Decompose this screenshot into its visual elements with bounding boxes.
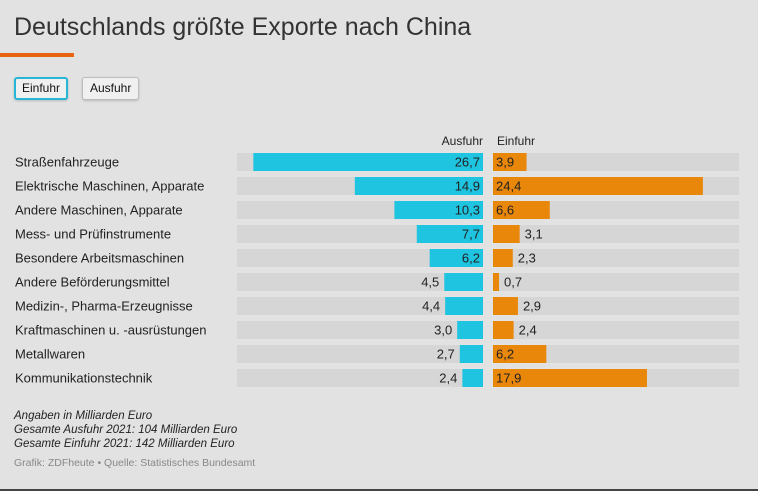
einfuhr-track <box>493 249 739 267</box>
einfuhr-value-label: 6,6 <box>496 203 514 218</box>
einfuhr-value-label: 3,9 <box>496 155 514 170</box>
category-label: Kommunikationstechnik <box>15 371 153 386</box>
category-label: Kraftmaschinen u. -ausrüstungen <box>15 323 207 338</box>
einfuhr-track <box>493 273 739 291</box>
chart-notes: Angaben in Milliarden Euro Gesamte Ausfu… <box>14 409 237 451</box>
einfuhr-value-label: 24,4 <box>496 179 521 194</box>
ausfuhr-value-label: 26,7 <box>455 155 480 170</box>
einfuhr-column-header: Einfuhr <box>497 134 536 148</box>
category-label: Medizin-, Pharma-Erzeugnisse <box>15 299 193 314</box>
category-label: Mess- und Prüfinstrumente <box>15 227 171 242</box>
ausfuhr-value-label: 2,4 <box>439 371 457 386</box>
ausfuhr-bar <box>416 225 483 243</box>
einfuhr-bar <box>493 321 514 339</box>
ausfuhr-bar <box>444 273 483 291</box>
ausfuhr-value-label: 4,4 <box>422 299 440 314</box>
ausfuhr-value-label: 2,7 <box>437 347 455 362</box>
note-total-ausfuhr: Gesamte Ausfuhr 2021: 104 Milliarden Eur… <box>14 424 238 436</box>
diverging-bar-chart: Straßenfahrzeuge 26,7 3,9 Elektrische Masch… <box>15 153 739 387</box>
einfuhr-track <box>493 321 739 339</box>
einfuhr-bar <box>493 225 520 243</box>
einfuhr-bar <box>493 153 527 171</box>
einfuhr-value-label: 3,1 <box>525 227 543 242</box>
ausfuhr-bar <box>459 345 483 363</box>
ausfuhr-value-label: 10,3 <box>455 203 480 218</box>
title-accent-bar <box>0 53 74 57</box>
ausfuhr-bar <box>445 297 483 315</box>
ausfuhr-value-label: 6,2 <box>462 251 480 266</box>
einfuhr-bar <box>493 273 500 291</box>
einfuhr-value-label: 2,3 <box>518 251 536 266</box>
category-label: Straßenfahrzeuge <box>15 155 119 170</box>
category-label: Besondere Arbeitsmaschinen <box>15 251 184 266</box>
ausfuhr-track <box>237 345 483 363</box>
ausfuhr-value-label: 7,7 <box>462 227 480 242</box>
ausfuhr-value-label: 4,5 <box>421 275 439 290</box>
einfuhr-track <box>493 153 739 171</box>
einfuhr-track <box>493 345 739 363</box>
ausfuhr-bar <box>462 369 483 387</box>
einfuhr-value-label: 2,9 <box>523 299 541 314</box>
einfuhr-track <box>493 225 739 243</box>
note-unit: Angaben in Milliarden Euro <box>14 410 153 422</box>
ausfuhr-value-label: 3,0 <box>434 323 452 338</box>
ausfuhr-bar <box>253 153 483 171</box>
ausfuhr-track <box>237 369 483 387</box>
ausfuhr-bar <box>394 201 483 219</box>
einfuhr-toggle-button[interactable]: Einfuhr <box>14 77 69 100</box>
ausfuhr-bar <box>457 321 483 339</box>
einfuhr-bar <box>493 177 703 195</box>
category-label: Andere Maschinen, Apparate <box>15 203 183 218</box>
einfuhr-value-label: 2,4 <box>519 323 537 338</box>
einfuhr-value-label: 6,2 <box>496 347 514 362</box>
chart-title: Deutschlands größte Exporte nach China <box>14 13 472 41</box>
einfuhr-value-label: 0,7 <box>504 275 522 290</box>
einfuhr-value-label: 17,9 <box>496 371 521 386</box>
einfuhr-track <box>493 297 739 315</box>
category-label: Metallwaren <box>15 347 85 362</box>
einfuhr-bar <box>493 297 518 315</box>
category-label: Andere Beförderungsmittel <box>15 275 170 290</box>
einfuhr-bar <box>493 345 547 363</box>
ausfuhr-track <box>237 249 483 267</box>
ausfuhr-track <box>237 321 483 339</box>
ausfuhr-toggle-button[interactable]: Ausfuhr <box>82 77 140 100</box>
note-total-einfuhr: Gesamte Einfuhr 2021: 142 Milliarden Eur… <box>14 438 235 450</box>
einfuhr-bar <box>493 369 647 387</box>
ausfuhr-bar <box>354 177 483 195</box>
ausfuhr-track <box>237 297 483 315</box>
ausfuhr-value-label: 14,9 <box>455 179 480 194</box>
bottom-divider <box>0 489 758 491</box>
einfuhr-track <box>493 201 739 219</box>
einfuhr-bar <box>493 249 513 267</box>
ausfuhr-track <box>237 273 483 291</box>
ausfuhr-column-header: Ausfuhr <box>441 134 483 148</box>
einfuhr-bar <box>493 201 550 219</box>
category-label: Elektrische Maschinen, Apparate <box>15 179 204 194</box>
source-credit: Grafik: ZDFheute • Quelle: Statistisches… <box>14 457 256 469</box>
ausfuhr-bar <box>429 249 483 267</box>
